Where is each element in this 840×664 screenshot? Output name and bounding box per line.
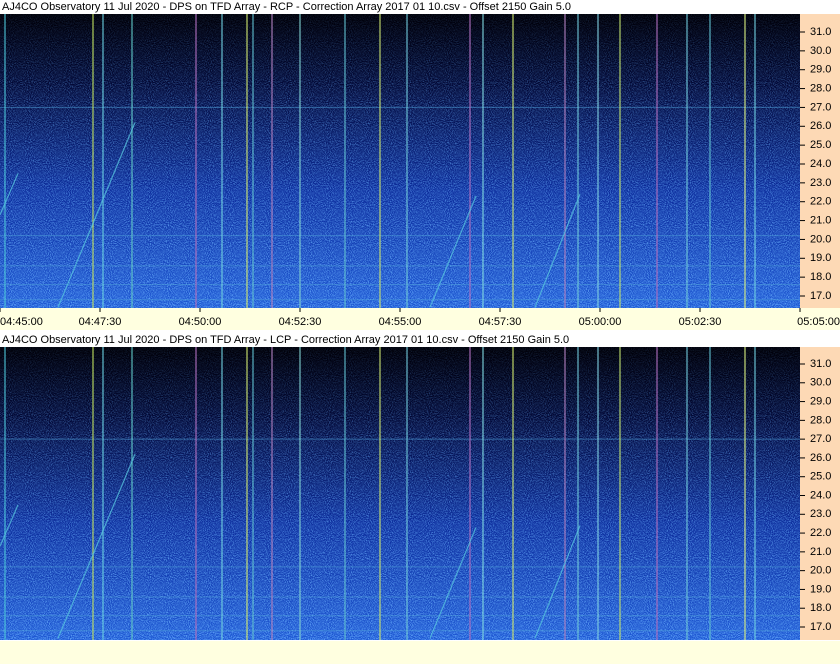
y-tick-label: 30.0 bbox=[810, 45, 831, 57]
y-tick-label: 20.0 bbox=[810, 233, 831, 245]
y-tick-label: 27.0 bbox=[810, 101, 831, 113]
y-tick-label: 17.0 bbox=[810, 621, 831, 633]
y-tick-label: 18.0 bbox=[810, 602, 831, 614]
sweep bbox=[429, 527, 477, 639]
y-tick-label: 22.0 bbox=[810, 527, 831, 539]
y-tick-label: 27.0 bbox=[810, 433, 831, 445]
x-tick-label: 04:57:30 bbox=[479, 316, 522, 328]
y-tick-label: 21.0 bbox=[810, 214, 831, 226]
panel-title: AJ4CO Observatory 11 Jul 2020 - DPS on T… bbox=[2, 1, 571, 13]
x-tick-label: 04:50:00 bbox=[179, 316, 222, 328]
noise bbox=[0, 14, 800, 308]
title-bar bbox=[0, 0, 840, 14]
y-tick-label: 23.0 bbox=[810, 177, 831, 189]
y-tick-label: 22.0 bbox=[810, 196, 831, 208]
y-tick-label: 25.0 bbox=[810, 139, 831, 151]
y-tick-label: 31.0 bbox=[810, 358, 831, 370]
x-tick-label: 05:02:30 bbox=[679, 316, 722, 328]
spectrogram-panel: AJ4CO Observatory 11 Jul 2020 - DPS on T… bbox=[0, 0, 840, 330]
noise bbox=[0, 347, 800, 640]
x-tick-label: 04:52:30 bbox=[279, 316, 322, 328]
sweep bbox=[534, 193, 581, 308]
y-tick-label: 29.0 bbox=[810, 395, 831, 407]
spectrogram-panel: AJ4CO Observatory 11 Jul 2020 - DPS on T… bbox=[0, 333, 840, 664]
sweep bbox=[0, 173, 19, 216]
sweep bbox=[429, 195, 477, 308]
panel-title: AJ4CO Observatory 11 Jul 2020 - DPS on T… bbox=[2, 334, 569, 346]
sweep bbox=[534, 525, 581, 639]
x-tick-label: 05:00:00 bbox=[579, 316, 622, 328]
y-tick-label: 24.0 bbox=[810, 489, 831, 501]
y-tick-label: 20.0 bbox=[810, 565, 831, 577]
x-tick-label: 04:55:00 bbox=[379, 316, 422, 328]
y-tick-label: 18.0 bbox=[810, 271, 831, 283]
time-axis bbox=[0, 641, 840, 664]
y-tick-label: 19.0 bbox=[810, 252, 831, 264]
y-tick-label: 24.0 bbox=[810, 158, 831, 170]
y-tick-label: 23.0 bbox=[810, 508, 831, 520]
spectrogram bbox=[0, 347, 800, 640]
time-axis bbox=[0, 308, 840, 330]
y-tick-label: 21.0 bbox=[810, 546, 831, 558]
sweep bbox=[57, 122, 136, 308]
sweep bbox=[57, 453, 136, 639]
y-tick-label: 28.0 bbox=[810, 414, 831, 426]
y-tick-label: 29.0 bbox=[810, 64, 831, 76]
axis-panel bbox=[800, 14, 840, 308]
y-tick-label: 31.0 bbox=[810, 26, 831, 38]
x-tick-label: 04:45:00 bbox=[0, 316, 43, 328]
spectrogram bbox=[0, 14, 800, 308]
axis-panel bbox=[800, 347, 840, 640]
y-tick-label: 28.0 bbox=[810, 82, 831, 94]
y-tick-label: 26.0 bbox=[810, 120, 831, 132]
y-tick-label: 30.0 bbox=[810, 377, 831, 389]
y-tick-label: 17.0 bbox=[810, 290, 831, 302]
title-bar bbox=[0, 333, 840, 347]
y-tick-label: 25.0 bbox=[810, 471, 831, 483]
y-tick-label: 26.0 bbox=[810, 452, 831, 464]
x-tick-label: 05:05:00 bbox=[797, 316, 840, 328]
y-tick-label: 19.0 bbox=[810, 583, 831, 595]
sweep bbox=[0, 504, 19, 547]
x-tick-label: 04:47:30 bbox=[79, 316, 122, 328]
